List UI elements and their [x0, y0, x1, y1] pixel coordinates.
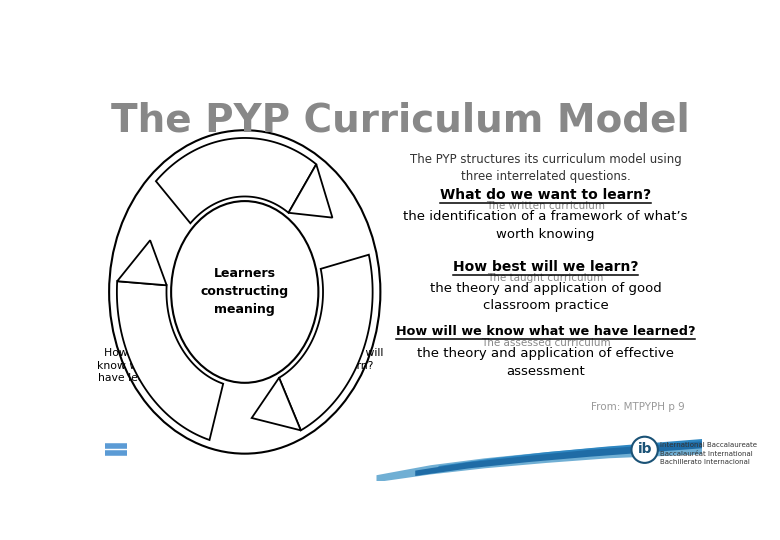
- Text: the theory and application of good
classroom practice: the theory and application of good class…: [430, 282, 661, 313]
- Polygon shape: [252, 378, 301, 430]
- Text: The written curriculum: The written curriculum: [486, 201, 605, 211]
- Text: the theory and application of effective
assessment: the theory and application of effective …: [417, 347, 674, 378]
- Text: ib: ib: [637, 442, 652, 456]
- Text: The taught curriculum: The taught curriculum: [488, 273, 604, 283]
- Text: From: MTPYPH p 9: From: MTPYPH p 9: [591, 402, 685, 412]
- Polygon shape: [377, 442, 702, 482]
- Text: Learners
constructing
meaning: Learners constructing meaning: [200, 267, 289, 316]
- Circle shape: [632, 437, 658, 463]
- Text: What do we want to learn?: What do we want to learn?: [440, 188, 651, 202]
- Text: The assessed curriculum: The assessed curriculum: [480, 338, 610, 348]
- Text: The PYP Curriculum Model: The PYP Curriculum Model: [112, 102, 690, 140]
- Polygon shape: [117, 240, 167, 285]
- Text: How will we know what we have learned?: How will we know what we have learned?: [395, 325, 695, 338]
- Text: How will we
know what we
have learned?: How will we know what we have learned?: [98, 348, 176, 383]
- Text: The PYP structures its curriculum model using
three interrelated questions.: The PYP structures its curriculum model …: [410, 153, 681, 184]
- Text: the identification of a framework of what’s
worth knowing: the identification of a framework of wha…: [403, 211, 688, 241]
- Polygon shape: [289, 164, 332, 218]
- Text: How best will
we learn?: How best will we learn?: [311, 348, 383, 370]
- Text: How best will we learn?: How best will we learn?: [452, 260, 638, 274]
- Polygon shape: [117, 281, 223, 440]
- Polygon shape: [415, 441, 702, 476]
- Polygon shape: [438, 439, 702, 470]
- Text: International Baccalaureate
Baccalauréat International
Bachillerato Internaciona: International Baccalaureate Baccalauréat…: [660, 442, 757, 465]
- Polygon shape: [279, 255, 373, 430]
- Text: What do we
want to learn?: What do we want to learn?: [206, 175, 284, 197]
- Polygon shape: [156, 138, 316, 223]
